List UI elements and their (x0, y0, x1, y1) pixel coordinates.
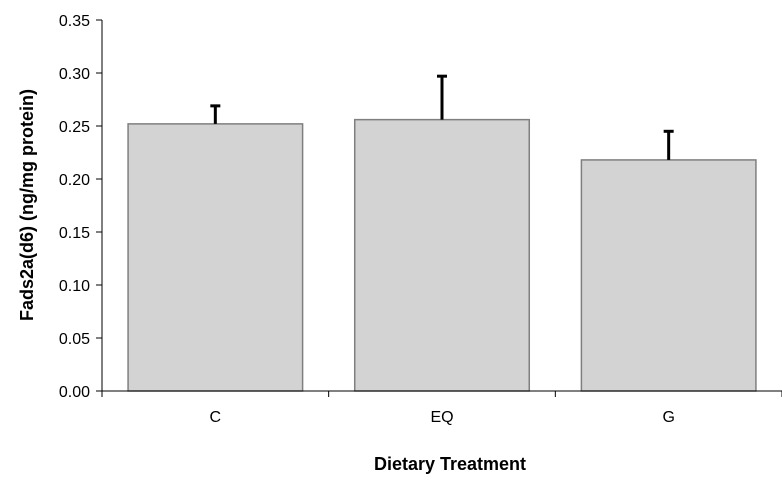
x-axis-ticks: C EQ G (101, 391, 782, 426)
bar-c (127, 123, 304, 392)
y-tick-label: 0.10 (59, 278, 90, 295)
x-tick-label: C (210, 409, 222, 426)
bar-g (580, 159, 757, 392)
bars (127, 118, 757, 392)
x-tick-label: EQ (430, 409, 453, 426)
y-axis-ticks: 0.00 0.05 0.10 0.15 0.20 0.25 0.30 0.35 (59, 13, 102, 401)
y-tick-label: 0.05 (59, 331, 90, 348)
y-axis-title: Fads2a(d6) (ng/mg protein) (17, 89, 37, 321)
y-tick-label: 0.25 (59, 119, 90, 136)
axes (101, 20, 782, 392)
x-axis-title: Dietary Treatment (374, 454, 526, 474)
y-tick-label: 0.00 (59, 384, 90, 401)
bar-eq (353, 118, 531, 392)
y-tick-label: 0.35 (59, 13, 90, 30)
x-tick-label: G (662, 409, 674, 426)
y-tick-label: 0.30 (59, 66, 90, 83)
y-tick-label: 0.15 (59, 225, 90, 242)
error-bars (210, 74, 674, 160)
y-tick-label: 0.20 (59, 172, 90, 189)
